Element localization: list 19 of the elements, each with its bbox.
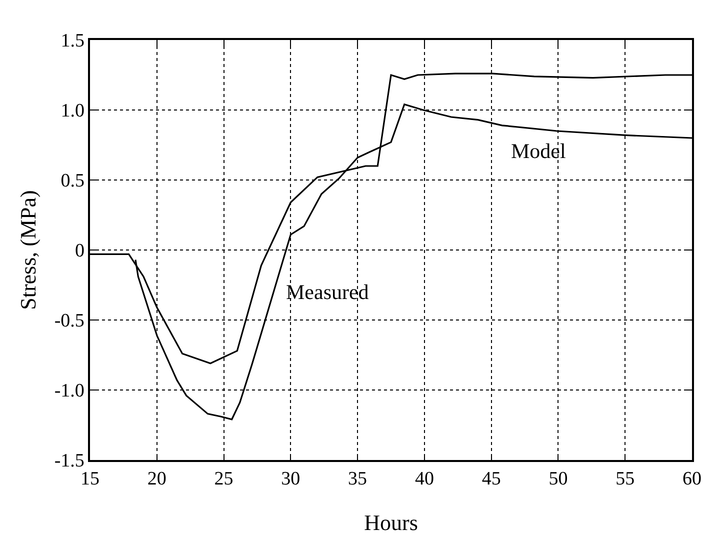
y-tick-label: -1.0: [54, 380, 84, 402]
x-tick-label: 25: [214, 468, 234, 490]
x-tick-label: 20: [147, 468, 166, 490]
x-tick-label: 55: [616, 468, 635, 490]
x-tick-label: 60: [682, 468, 702, 490]
x-tick-label: 45: [482, 468, 501, 490]
annotation: Measured: [286, 280, 370, 304]
x-tick-label: 30: [281, 468, 300, 490]
x-tick-label: 35: [348, 468, 368, 490]
x-axis-title: Hours: [364, 510, 418, 535]
y-tick-label: 1.0: [60, 100, 84, 122]
annotation: Model: [511, 139, 566, 163]
y-tick-label: 0: [74, 240, 84, 262]
y-tick-label: -0.5: [54, 310, 84, 332]
y-tick-label: 1.5: [60, 30, 84, 52]
x-tick-label: 40: [414, 468, 434, 490]
x-tick-label: 50: [548, 468, 568, 490]
y-axis-title: Stress, (MPa): [16, 190, 40, 310]
y-tick-label: 0.5: [60, 170, 84, 192]
